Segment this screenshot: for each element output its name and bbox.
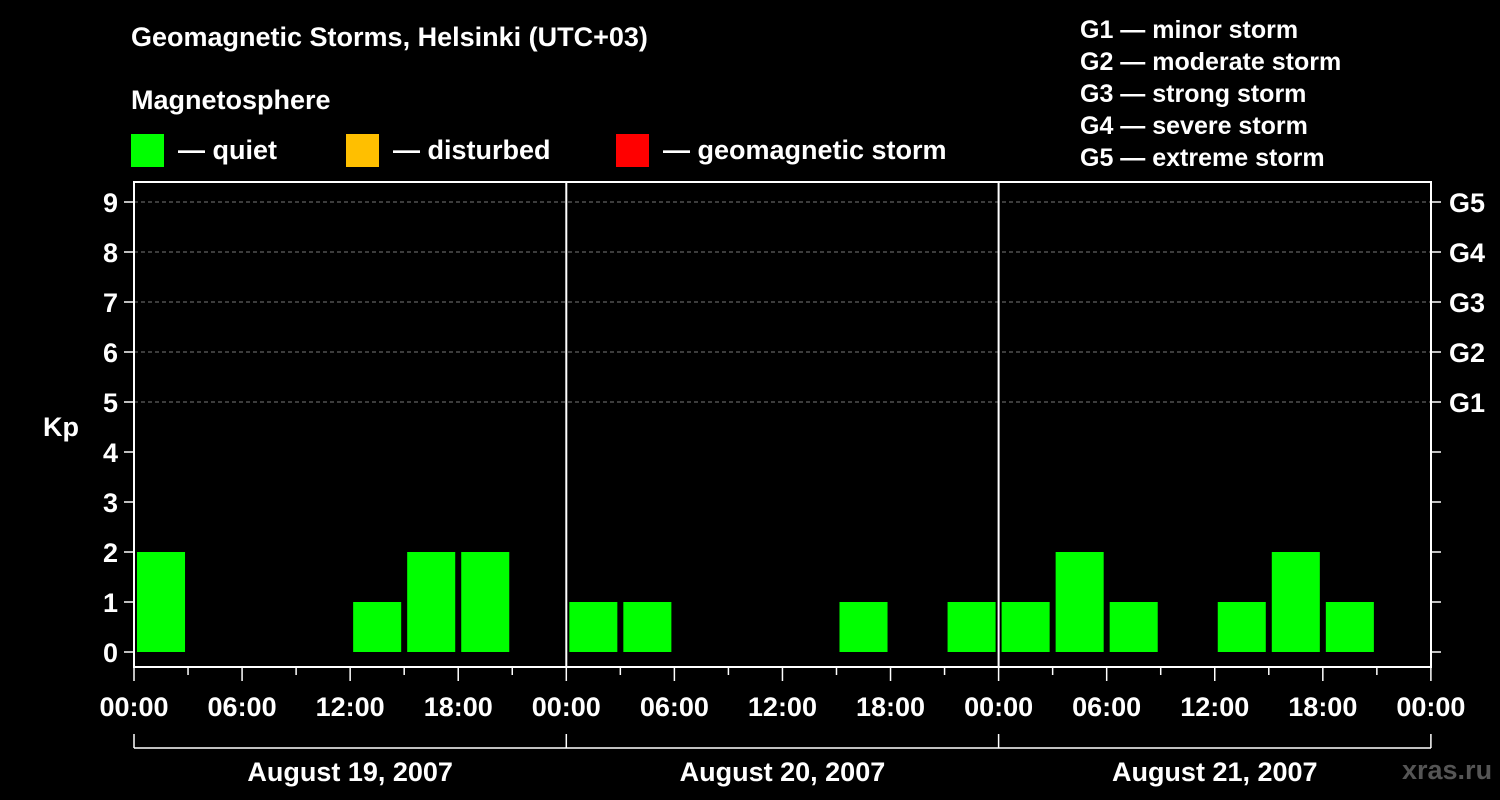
kp-bar-15 xyxy=(947,602,996,652)
storm-scale-list: G1 — minor storm G2 — moderate storm G3 … xyxy=(1080,14,1341,174)
legend-item-disturbed: — disturbed xyxy=(346,134,551,167)
y-tick-label-7: 7 xyxy=(103,288,118,318)
x-tick-label-4: 00:00 xyxy=(532,692,601,722)
storm-scale-g4: G4 — severe storm xyxy=(1080,112,1308,140)
y-tick-label-4: 4 xyxy=(103,438,118,468)
chart-subtitle: Magnetosphere xyxy=(131,85,331,115)
x-tick-label-3: 18:00 xyxy=(424,692,493,722)
day-label-2: August 21, 2007 xyxy=(1112,757,1318,787)
x-tick-label-0: 00:00 xyxy=(99,692,168,722)
y-tick-label-5: 5 xyxy=(103,388,118,418)
y-tick-label-3: 3 xyxy=(103,488,118,518)
y-tick-label-0: 0 xyxy=(103,638,118,668)
right-axis-label-g3: G3 xyxy=(1449,288,1485,318)
kp-bar-5 xyxy=(407,552,456,652)
kp-bar-22 xyxy=(1325,602,1374,652)
x-tick-label-12: 00:00 xyxy=(1396,692,1465,722)
day-label-1: August 20, 2007 xyxy=(680,757,886,787)
watermark: xras.ru xyxy=(1402,755,1493,785)
day-label-0: August 19, 2007 xyxy=(247,757,453,787)
kp-bar-4 xyxy=(353,602,402,652)
y-tick-label-6: 6 xyxy=(103,338,118,368)
kp-bar-17 xyxy=(1055,552,1104,652)
y-tick-label-1: 1 xyxy=(103,588,118,618)
y-tick-label-8: 8 xyxy=(103,238,118,268)
storm-scale-g5: G5 — extreme storm xyxy=(1080,144,1325,172)
legend-item-quiet: — quiet xyxy=(131,134,277,167)
legend-item-storm: — geomagnetic storm xyxy=(616,134,947,167)
x-tick-label-8: 00:00 xyxy=(964,692,1033,722)
x-tick-label-5: 06:00 xyxy=(640,692,709,722)
legend-swatch-quiet xyxy=(131,134,164,167)
x-tick-label-1: 06:00 xyxy=(208,692,277,722)
y-tick-label-9: 9 xyxy=(103,188,118,218)
kp-bar-6 xyxy=(461,552,510,652)
right-axis-label-g1: G1 xyxy=(1449,388,1485,418)
x-tick-label-10: 12:00 xyxy=(1180,692,1249,722)
legend-swatch-disturbed xyxy=(346,134,379,167)
legend-swatch-storm xyxy=(616,134,649,167)
kp-bar-20 xyxy=(1217,602,1266,652)
legend-label-disturbed: — disturbed xyxy=(393,135,551,165)
x-tick-label-2: 12:00 xyxy=(316,692,385,722)
y-tick-label-2: 2 xyxy=(103,538,118,568)
y-axis-label: Kp xyxy=(43,412,79,442)
x-tick-label-7: 18:00 xyxy=(856,692,925,722)
kp-bar-0 xyxy=(137,552,186,652)
right-axis-label-g5: G5 xyxy=(1449,188,1485,218)
plot-frame xyxy=(133,181,1432,668)
legend-label-storm: — geomagnetic storm xyxy=(663,135,947,165)
kp-bar-13 xyxy=(839,602,888,652)
x-tick-label-11: 18:00 xyxy=(1288,692,1357,722)
kp-bar-21 xyxy=(1271,552,1320,652)
storm-scale-g1: G1 — minor storm xyxy=(1080,16,1299,44)
kp-bar-18 xyxy=(1109,602,1158,652)
kp-bar-8 xyxy=(569,602,618,652)
chart-title: Geomagnetic Storms, Helsinki (UTC+03) xyxy=(131,22,648,52)
right-axis-label-g2: G2 xyxy=(1449,338,1485,368)
x-tick-label-9: 06:00 xyxy=(1072,692,1141,722)
storm-scale-g2: G2 — moderate storm xyxy=(1080,48,1342,76)
right-axis-label-g4: G4 xyxy=(1449,238,1485,268)
kp-bar-16 xyxy=(1001,602,1050,652)
legend-label-quiet: — quiet xyxy=(178,135,277,165)
storm-scale-g3: G3 — strong storm xyxy=(1080,80,1307,108)
x-tick-label-6: 12:00 xyxy=(748,692,817,722)
kp-bar-9 xyxy=(623,602,672,652)
